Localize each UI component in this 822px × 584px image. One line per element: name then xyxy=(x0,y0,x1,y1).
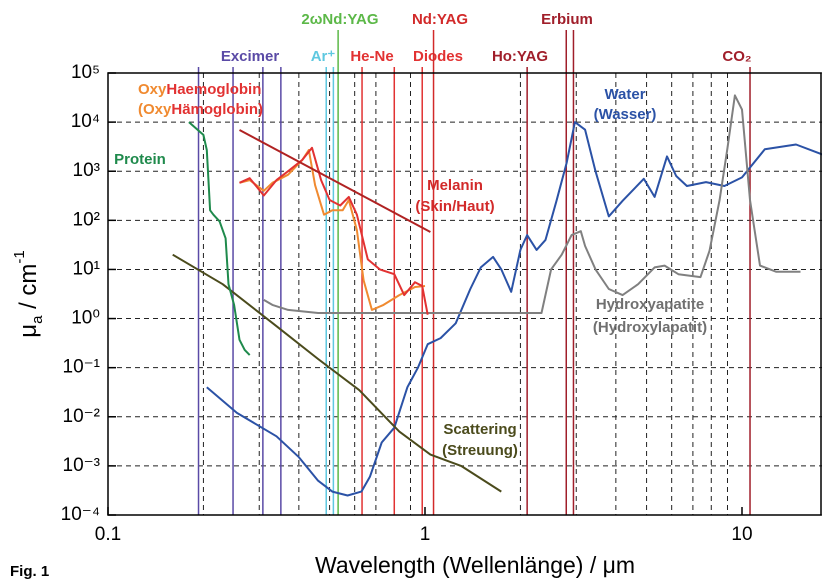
x-tick-label: 10 xyxy=(731,524,752,545)
y-axis-label-part: / cm xyxy=(15,264,42,316)
y-axis-label-part: μ xyxy=(15,324,42,338)
y-tick-label: 10⁻⁴ xyxy=(61,504,100,525)
annotation-text: Water xyxy=(604,86,645,103)
y-tick-label: 10⁰ xyxy=(71,308,100,329)
y-tick-label: 10⁴ xyxy=(71,111,100,132)
curve xyxy=(239,149,426,311)
laser-label: Diodes xyxy=(413,48,463,65)
annotation-text: Protein xyxy=(114,151,166,168)
laser-label: CO₂ xyxy=(722,48,751,65)
curve xyxy=(172,253,502,493)
annotation: (OxyHämoglobin) xyxy=(138,101,263,118)
x-axis-label: Wavelength (Wellenlänge) / μm xyxy=(315,552,635,578)
annotation-text: (Streuung) xyxy=(442,442,518,459)
y-tick-label: 10³ xyxy=(73,160,100,181)
annotation: (Skin/Haut) xyxy=(415,198,494,215)
annotation: (Streuung) xyxy=(442,442,518,459)
y-tick-label: 10⁻¹ xyxy=(63,357,101,378)
annotation: OxyHaemoglobin xyxy=(138,81,261,98)
laser-label: He-Ne xyxy=(350,48,393,65)
annotation: (Wasser) xyxy=(594,106,657,123)
x-tick-label: 0.1 xyxy=(95,524,121,545)
annotation-text: (Hydroxylapatit) xyxy=(593,319,707,336)
annotation: Water xyxy=(604,86,645,103)
y-axis-label-part: -1 xyxy=(11,250,28,263)
laser-label: Ar⁺ xyxy=(311,48,336,65)
x-tick-label: 1 xyxy=(420,524,431,545)
annotation-text: (Wasser) xyxy=(594,106,657,123)
annotation: Scattering xyxy=(443,421,516,438)
annotation-text: Haemoglobin xyxy=(166,81,261,98)
annotation-text: Scattering xyxy=(443,421,516,438)
annotation: Protein xyxy=(114,151,166,168)
y-tick-label: 10¹ xyxy=(73,258,100,279)
y-axis-label: μa / cm-1 xyxy=(11,250,46,338)
annotation-text: Hydroxyapatite xyxy=(596,296,704,313)
annotation: Melanin xyxy=(427,177,483,194)
curve xyxy=(206,121,822,497)
caption: Fig. 1 xyxy=(10,563,49,580)
y-tick-label: 10² xyxy=(73,209,100,230)
annotation-text: Oxy xyxy=(138,81,167,98)
annotation: (Hydroxylapatit) xyxy=(593,319,707,336)
y-axis-label-part: a xyxy=(29,315,46,324)
laser-label: Erbium xyxy=(541,11,593,28)
laser-label: Ho:YAG xyxy=(492,48,548,65)
curve xyxy=(239,129,431,233)
annotation-text: (Skin/Haut) xyxy=(415,198,494,215)
plot-frame xyxy=(107,72,822,516)
annotation-text: Hämoglobin) xyxy=(171,101,263,118)
y-tick-label: 10⁻² xyxy=(63,406,101,427)
annotation-text: (Oxy xyxy=(138,101,172,118)
annotation: Hydroxyapatite xyxy=(596,296,704,313)
y-tick-label: 10⁻³ xyxy=(63,455,101,476)
curves xyxy=(172,94,822,497)
laser-label: Nd:YAG xyxy=(412,11,468,28)
laser-label: Excimer xyxy=(221,48,280,65)
y-tick-label: 10⁵ xyxy=(71,62,100,83)
curve xyxy=(188,121,251,356)
curve xyxy=(263,94,801,314)
curve xyxy=(239,146,429,315)
laser-label: 2ωNd:YAG xyxy=(301,11,378,28)
annotation-text: Melanin xyxy=(427,177,483,194)
